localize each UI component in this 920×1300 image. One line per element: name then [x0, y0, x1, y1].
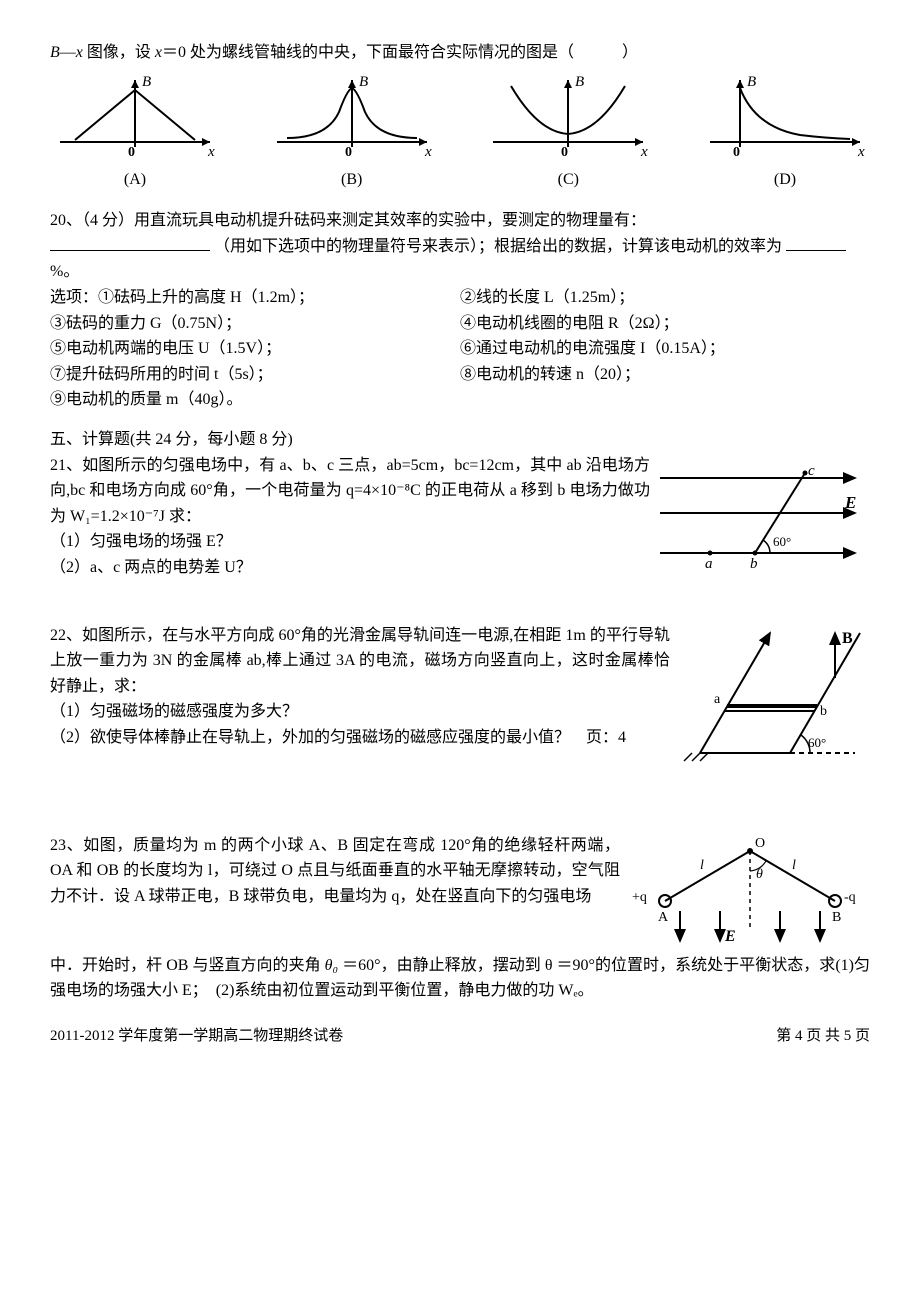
q21-text: 21、如图所示的匀强电场中，有 a、b、c 三点，ab=5cm，bc=12cm，… — [50, 453, 650, 581]
q22-svg: a b B 60° — [670, 623, 870, 783]
q19-stem: B—x 图像，设 x＝0 处为螺线管轴线的中央，下面最符合实际情况的图是（ ） — [50, 40, 870, 66]
q20-opt8: ⑧电动机的转速 n（20）； — [460, 362, 870, 388]
q20-mid: （用如下选项中的物理量符号来表示）；根据给出的数据，计算该电动机的效率为 — [214, 238, 782, 255]
svg-text:c: c — [808, 463, 815, 479]
svg-text:0: 0 — [561, 145, 568, 160]
q19-stem-text: 图像，设 — [87, 44, 155, 61]
opt-text: ①砝码上升的高度 H（1.2m）； — [98, 289, 314, 306]
svg-text:x: x — [857, 144, 865, 160]
q20-opt2: ②线的长度 L（1.25m）； — [460, 285, 870, 311]
footer-right: 第 4 页 共 5 页 — [776, 1024, 870, 1048]
q20-col-left: 选项：①砝码上升的高度 H（1.2m）； ③砝码的重力 G（0.75N）； ⑤电… — [50, 285, 460, 413]
q20-line2: （用如下选项中的物理量符号来表示）；根据给出的数据，计算该电动机的效率为 %。 — [50, 234, 870, 285]
q19-graph-c: B x 0 (C) — [483, 72, 653, 193]
q22-text: 22、如图所示，在与水平方向成 60°角的光滑金属导轨间连一电源,在相距 1m … — [50, 623, 670, 751]
svg-text:E: E — [844, 493, 856, 512]
svg-text:l: l — [700, 858, 704, 873]
q21-p1: （1）匀强电场的场强 E？ — [50, 529, 650, 555]
svg-text:-q: -q — [844, 890, 856, 905]
svg-text:a: a — [705, 556, 713, 572]
svg-text:l: l — [792, 858, 796, 873]
q20-options: 选项：①砝码上升的高度 H（1.2m）； ③砝码的重力 G（0.75N）； ⑤电… — [50, 285, 870, 413]
graph-b-svg: B x 0 — [267, 72, 437, 167]
q19-stem-rest: ＝0 处为螺线管轴线的中央，下面最符合实际情况的图是（ ） — [162, 44, 638, 61]
q23-stem2a: 中．开始时，杆 OB 与竖直方向的夹角 — [50, 957, 321, 974]
q21: 21、如图所示的匀强电场中，有 a、b、c 三点，ab=5cm，bc=12cm，… — [50, 453, 870, 583]
q21-svg: 60° a b c E — [650, 453, 870, 583]
q20-blank1[interactable] — [50, 234, 210, 251]
svg-text:E: E — [724, 928, 736, 945]
graph-a-svg: B x 0 — [50, 72, 220, 167]
q19-graph-d: B x 0 (D) — [700, 72, 870, 193]
q20: 20、（4 分）用直流玩具电动机提升砝码来测定其效率的实验中，要测定的物理量有：… — [50, 208, 870, 413]
q22-p2: （2）欲使导体棒静止在导轨上，外加的匀强磁场的磁感应强度的最小值？ 页：4 — [50, 725, 670, 751]
opts-label: 选项： — [50, 289, 98, 306]
q22: 22、如图所示，在与水平方向成 60°角的光滑金属导轨间连一电源,在相距 1m … — [50, 623, 870, 783]
svg-text:B: B — [832, 910, 841, 925]
svg-text:60°: 60° — [808, 735, 826, 750]
q20-opt4: ④电动机线圈的电阻 R（2Ω）； — [460, 311, 870, 337]
q20-opt9: ⑨电动机的质量 m（40g）。 — [50, 387, 460, 413]
svg-text:b: b — [820, 704, 827, 719]
q20-line1: 20、（4 分）用直流玩具电动机提升砝码来测定其效率的实验中，要测定的物理量有： — [50, 208, 870, 234]
page-footer: 2011-2012 学年度第一学期高二物理期终试卷 第 4 页 共 5 页 — [50, 1024, 870, 1048]
q22-figure: a b B 60° — [670, 623, 870, 783]
q20-col-right: ②线的长度 L（1.25m）； ④电动机线圈的电阻 R（2Ω）； ⑥通过电动机的… — [460, 285, 870, 413]
footer-left: 2011-2012 学年度第一学期高二物理期终试卷 — [50, 1024, 343, 1048]
svg-text:B: B — [747, 74, 756, 90]
svg-text:60°: 60° — [773, 534, 791, 549]
svg-text:a: a — [714, 692, 721, 707]
svg-text:0: 0 — [733, 145, 740, 160]
q23-stem1: 23、如图，质量均为 m 的两个小球 A、B 固定在弯成 120°角的绝缘轻杆两… — [50, 833, 620, 910]
q23-theta0: θ₀ — [325, 957, 338, 974]
svg-text:x: x — [640, 144, 648, 160]
q19-graph-a: B x 0 (A) — [50, 72, 220, 193]
q20-opt6: ⑥通过电动机的电流强度 I（0.15A）； — [460, 336, 870, 362]
q20-lead: 20、（4 分）用直流玩具电动机提升砝码来测定其效率的实验中，要测定的物理量有： — [50, 212, 646, 229]
graph-d-svg: B x 0 — [700, 72, 870, 167]
svg-text:x: x — [424, 144, 432, 160]
graph-b-label: (B) — [267, 167, 437, 193]
svg-text:θ: θ — [756, 867, 763, 882]
dash: — — [60, 44, 76, 61]
svg-text:B: B — [842, 630, 853, 647]
section5-title: 五、计算题(共 24 分，每小题 8 分) — [50, 427, 870, 453]
svg-text:O: O — [755, 836, 765, 851]
q23-row: 23、如图，质量均为 m 的两个小球 A、B 固定在弯成 120°角的绝缘轻杆两… — [50, 833, 870, 953]
q20-tail: %。 — [50, 263, 79, 280]
q22-p1: （1）匀强磁场的磁感强度为多大？ — [50, 699, 670, 725]
q23-figure: O A B +q -q l l θ — [620, 833, 870, 953]
svg-text:B: B — [142, 74, 151, 90]
q23-stem2: 中．开始时，杆 OB 与竖直方向的夹角 θ₀ ＝60°，由静止释放，摆动到 θ … — [50, 953, 870, 1004]
q20-opt5: ⑤电动机两端的电压 U（1.5V）； — [50, 336, 460, 362]
graph-d-label: (D) — [700, 167, 870, 193]
q23-svg: O A B +q -q l l θ — [620, 833, 870, 953]
svg-text:B: B — [575, 74, 584, 90]
q19-graph-b: B x 0 (B) — [267, 72, 437, 193]
q20-opt7: ⑦提升砝码所用的时间 t（5s）； — [50, 362, 460, 388]
svg-text:b: b — [750, 556, 758, 572]
graph-a-label: (A) — [50, 167, 220, 193]
graph-c-svg: B x 0 — [483, 72, 653, 167]
q23: 23、如图，质量均为 m 的两个小球 A、B 固定在弯成 120°角的绝缘轻杆两… — [50, 833, 870, 1004]
q21-stem: 21、如图所示的匀强电场中，有 a、b、c 三点，ab=5cm，bc=12cm，… — [50, 453, 650, 530]
q20-opt1: 选项：①砝码上升的高度 H（1.2m）； — [50, 285, 460, 311]
graph-c-label: (C) — [483, 167, 653, 193]
q19-graph-row: B x 0 (A) B x 0 (B) B x 0 (C) — [50, 72, 870, 193]
q21-figure: 60° a b c E — [650, 453, 870, 583]
q21-p2: （2）a、c 两点的电势差 U？ — [50, 555, 650, 581]
q19-var-x: x — [76, 44, 83, 61]
svg-text:+q: +q — [632, 890, 647, 905]
svg-text:0: 0 — [345, 145, 352, 160]
svg-text:x: x — [207, 144, 215, 160]
q22-stem: 22、如图所示，在与水平方向成 60°角的光滑金属导轨间连一电源,在相距 1m … — [50, 623, 670, 700]
q20-opt3: ③砝码的重力 G（0.75N）； — [50, 311, 460, 337]
svg-text:B: B — [359, 74, 368, 90]
q20-blank2[interactable] — [786, 234, 846, 251]
svg-text:0: 0 — [128, 145, 135, 160]
q19-var-B: B — [50, 44, 60, 61]
q19-var-x2: x — [155, 44, 162, 61]
svg-text:A: A — [658, 910, 669, 925]
